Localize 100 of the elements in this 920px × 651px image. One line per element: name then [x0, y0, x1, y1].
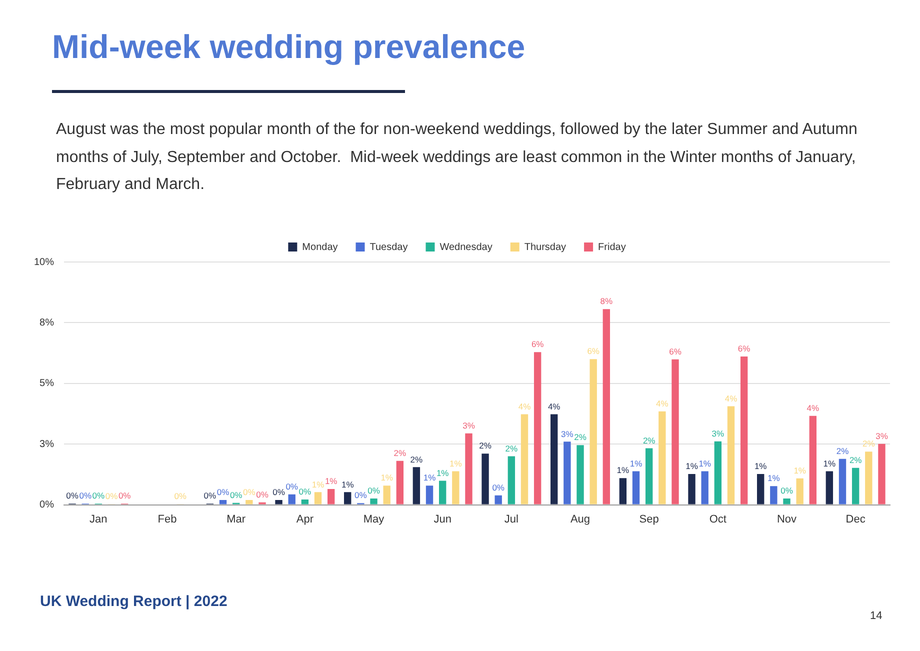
data-label: 1% — [450, 458, 462, 468]
x-tick-label: Jun — [434, 513, 452, 526]
bar — [452, 471, 460, 504]
x-tick-label: May — [363, 513, 385, 526]
data-label: 1% — [686, 461, 698, 472]
data-label: 3% — [876, 430, 888, 441]
data-label: 8% — [600, 296, 613, 306]
legend-label: Tuesday — [370, 242, 408, 253]
bar — [619, 478, 627, 504]
x-tick-label: Jul — [504, 513, 518, 526]
data-label: 0% — [216, 487, 230, 498]
bar — [327, 489, 335, 504]
bar — [396, 460, 404, 504]
x-tick-label: Apr — [296, 513, 314, 526]
bar — [219, 500, 227, 504]
bar — [246, 500, 253, 504]
data-label: 0% — [204, 490, 217, 501]
data-label: 2% — [410, 454, 424, 464]
data-label: 1% — [754, 461, 768, 472]
bar — [770, 486, 778, 504]
bar — [878, 444, 886, 504]
data-label: 1% — [823, 458, 836, 468]
text: UK Wedding Report | 2022 — [40, 593, 228, 610]
data-label: 1% — [436, 468, 450, 478]
bar — [672, 359, 679, 504]
bar — [438, 480, 446, 504]
legend-label: Thursday — [524, 242, 566, 253]
bar — [796, 478, 804, 504]
data-label: 4% — [656, 398, 669, 408]
bar — [576, 445, 584, 504]
data-label: 0% — [174, 491, 187, 502]
data-label: 6% — [531, 339, 544, 350]
data-label: 0% — [286, 481, 298, 492]
data-label: 2% — [642, 435, 656, 446]
chart-title: Mid-week wedding prevalence — [52, 28, 526, 66]
data-label: 0% — [243, 487, 256, 498]
bar — [494, 495, 502, 504]
bar — [370, 498, 378, 504]
data-label: 6% — [738, 344, 751, 354]
bar — [564, 442, 571, 504]
data-label: 2% — [394, 448, 406, 458]
bar — [865, 452, 872, 504]
data-label: 1% — [423, 472, 436, 483]
data-label: 1% — [312, 479, 325, 490]
data-label: 4% — [724, 393, 738, 404]
bar — [838, 458, 846, 504]
data-label: 0% — [354, 490, 368, 500]
x-tick-label: Mar — [226, 513, 246, 526]
y-tick-label: 0% — [40, 500, 54, 511]
data-label: 4% — [548, 401, 561, 412]
data-label: 0% — [780, 486, 794, 496]
bar — [658, 411, 666, 504]
bar — [757, 474, 764, 504]
legend-label: Wednesday — [440, 242, 492, 253]
data-label: 3% — [462, 420, 476, 431]
bar — [809, 416, 817, 504]
data-label: 0% — [492, 482, 505, 492]
data-label: 0% — [79, 490, 92, 501]
data-label: 0% — [66, 490, 79, 501]
x-tick-label: Sep — [639, 513, 659, 526]
x-tick-label: Dec — [846, 513, 866, 526]
data-label: 2% — [479, 440, 492, 451]
data-label: 1% — [324, 476, 338, 486]
data-label: 2% — [849, 454, 862, 465]
data-label: 0% — [118, 490, 132, 501]
data-label: 6% — [587, 346, 600, 356]
legend-label: Monday — [302, 242, 338, 253]
data-label: 2% — [505, 443, 518, 454]
data-label: 1% — [616, 465, 630, 476]
bar — [482, 454, 489, 504]
bar — [508, 456, 516, 504]
bar — [301, 499, 309, 504]
y-tick-label: 3% — [40, 438, 54, 450]
data-label: 6% — [669, 346, 682, 356]
bar — [534, 352, 542, 504]
data-label: 0% — [105, 491, 118, 502]
bar — [550, 414, 558, 504]
bar — [645, 448, 653, 504]
bar — [520, 414, 528, 504]
data-label: 1% — [341, 479, 354, 490]
bar — [826, 471, 834, 504]
bar — [590, 359, 597, 504]
data-label: 2% — [862, 438, 876, 449]
data-label: 1% — [768, 473, 780, 484]
data-label: 1% — [630, 458, 643, 468]
data-label: 0% — [272, 487, 286, 498]
y-tick-label: 8% — [40, 317, 54, 328]
bar — [783, 498, 790, 504]
data-label: 0% — [230, 490, 243, 500]
x-tick-label: Feb — [158, 513, 177, 526]
bar — [344, 492, 352, 504]
data-label: 0% — [298, 486, 312, 497]
data-label: 0% — [256, 489, 269, 500]
bar — [275, 500, 282, 504]
data-label: 2% — [574, 432, 587, 442]
bar — [465, 433, 472, 504]
bar — [383, 486, 390, 504]
text: 14 — [870, 610, 882, 622]
y-tick-label: 10% — [34, 256, 54, 268]
bar — [740, 356, 748, 504]
